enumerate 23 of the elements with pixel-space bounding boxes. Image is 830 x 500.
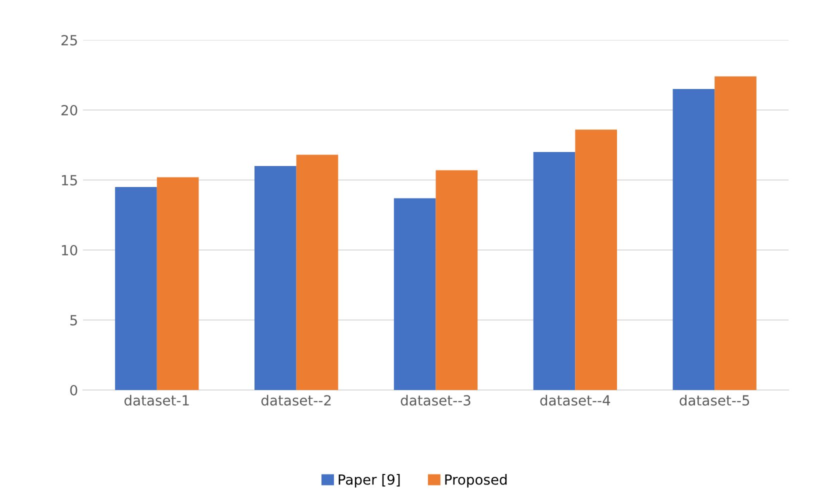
legend-label: Proposed [445, 474, 507, 488]
bar [115, 187, 157, 390]
bar [156, 177, 199, 390]
bar [296, 154, 338, 390]
y-tick-label: 20 [61, 104, 78, 116]
y-tick-label: 10 [62, 244, 78, 256]
legend-label: Paper [9] [338, 474, 400, 488]
x-tick-label: dataset--5 [680, 394, 750, 406]
y-tick-label: 0 [70, 384, 78, 396]
bar [575, 130, 618, 390]
bar [533, 152, 576, 390]
y-tick-label: 5 [70, 315, 77, 326]
bar [394, 198, 436, 390]
bar [714, 76, 756, 390]
x-tick-label: dataset-1 [124, 394, 189, 406]
x-tick-label: dataset--2 [261, 394, 331, 406]
bar [672, 89, 715, 390]
x-tick-label: dataset--3 [400, 394, 470, 406]
x-tick-label: dataset--4 [540, 394, 610, 406]
bar [436, 170, 478, 390]
y-tick-label: 25 [61, 34, 77, 46]
y-tick-label: 15 [62, 175, 77, 186]
bar [254, 166, 296, 390]
